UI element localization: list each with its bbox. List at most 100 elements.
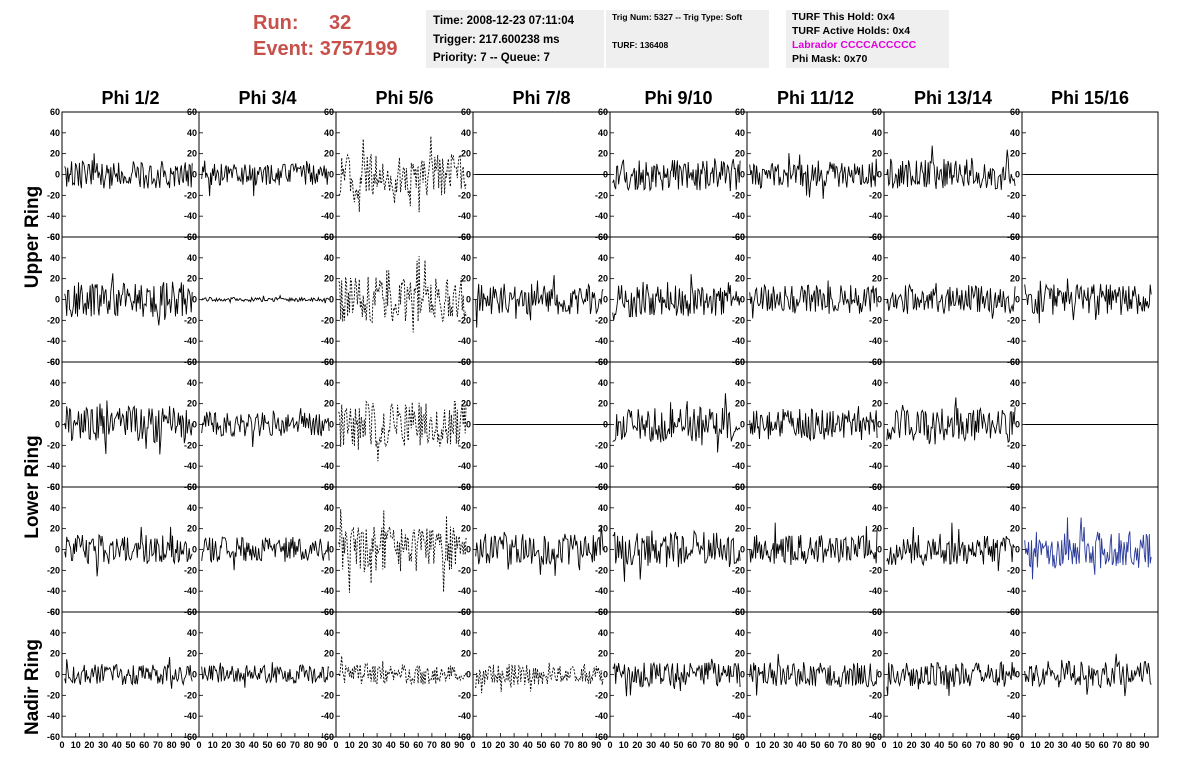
x-tick-label: 70	[290, 740, 300, 750]
y-tick-label: -40	[184, 586, 197, 596]
y-tick-label: -40	[595, 211, 608, 221]
y-tick-label: 60	[187, 232, 197, 242]
y-tick-label: -60	[458, 732, 471, 742]
y-tick-label: 20	[872, 649, 882, 659]
y-tick-label: -20	[732, 690, 745, 700]
y-tick-label: -20	[869, 190, 882, 200]
y-tick-label: -60	[47, 607, 60, 617]
y-tick-label: -40	[184, 461, 197, 471]
y-tick-label: 0	[603, 295, 608, 305]
x-tick-label: 0	[1019, 740, 1024, 750]
x-tick-label: 70	[701, 740, 711, 750]
waveform-trace	[64, 153, 193, 189]
y-tick-label: 20	[324, 524, 334, 534]
y-tick-label: -60	[47, 482, 60, 492]
y-tick-label: 20	[187, 399, 197, 409]
y-tick-label: 40	[461, 378, 471, 388]
waveform-trace	[338, 656, 467, 686]
turf-info-box: TURF This Hold: 0x4 TURF Active Holds: 0…	[786, 10, 949, 68]
x-tick-label: 50	[125, 740, 135, 750]
y-tick-label: 0	[877, 295, 882, 305]
x-tick-label: 60	[1099, 740, 1109, 750]
y-tick-label: 20	[324, 649, 334, 659]
y-tick-label: 60	[187, 607, 197, 617]
y-tick-label: 20	[872, 399, 882, 409]
y-tick-label: 60	[872, 232, 882, 242]
x-tick-label: 50	[948, 740, 958, 750]
y-tick-label: 0	[329, 295, 334, 305]
waveform-trace	[201, 294, 330, 304]
y-tick-label: 20	[187, 649, 197, 659]
waveform-trace	[612, 274, 741, 321]
y-tick-label: -20	[869, 315, 882, 325]
y-tick-label: 60	[1010, 607, 1020, 617]
y-tick-label: 0	[603, 420, 608, 430]
y-tick-label: -20	[47, 440, 60, 450]
x-tick-label: 90	[1003, 740, 1013, 750]
waveform-trace	[886, 283, 1016, 319]
y-tick-label: -60	[47, 732, 60, 742]
y-tick-label: 0	[466, 170, 471, 180]
y-tick-label: 60	[50, 607, 60, 617]
y-tick-label: -20	[321, 315, 334, 325]
x-tick-label: 20	[769, 740, 779, 750]
y-tick-label: -20	[321, 565, 334, 575]
column-header: Phi 7/8	[512, 88, 570, 108]
x-tick-label: 90	[454, 740, 464, 750]
y-tick-label: 20	[324, 274, 334, 284]
y-tick-label: 0	[740, 670, 745, 680]
waveform-trace	[886, 397, 1016, 445]
y-tick-label: -40	[184, 336, 197, 346]
y-tick-label: 20	[461, 149, 471, 159]
x-tick-label: 60	[824, 740, 834, 750]
labrador-line: Labrador CCCCACCCCC	[792, 39, 917, 51]
y-tick-label: 60	[1010, 357, 1020, 367]
y-tick-label: -20	[595, 690, 608, 700]
y-tick-label: 60	[735, 357, 745, 367]
y-tick-label: 20	[598, 149, 608, 159]
y-tick-label: 0	[192, 295, 197, 305]
event-value: 3757199	[319, 38, 398, 60]
y-tick-label: 60	[187, 107, 197, 117]
y-tick-label: 0	[877, 420, 882, 430]
y-tick-label: 20	[461, 649, 471, 659]
y-tick-label: -20	[47, 565, 60, 575]
y-tick-label: 40	[50, 128, 60, 138]
y-tick-label: -40	[321, 711, 334, 721]
x-tick-label: 60	[139, 740, 149, 750]
x-tick-label: 40	[112, 740, 122, 750]
y-tick-label: 40	[735, 628, 745, 638]
waveform-trace	[1024, 278, 1152, 324]
y-tick-label: 0	[1015, 295, 1020, 305]
y-tick-label: 40	[324, 503, 334, 513]
y-tick-label: 0	[466, 670, 471, 680]
y-tick-label: 40	[50, 628, 60, 638]
y-tick-label: 0	[55, 420, 60, 430]
y-tick-label: -40	[732, 711, 745, 721]
y-tick-label: 60	[187, 482, 197, 492]
x-tick-label: 40	[249, 740, 259, 750]
y-tick-label: -40	[47, 211, 60, 221]
x-tick-label: 10	[756, 740, 766, 750]
x-tick-label: 70	[427, 740, 437, 750]
y-tick-label: 0	[192, 670, 197, 680]
y-tick-label: 0	[55, 295, 60, 305]
y-tick-label: -20	[321, 690, 334, 700]
x-tick-label: 60	[413, 740, 423, 750]
panel-frame	[198, 111, 337, 238]
x-tick-label: 80	[578, 740, 588, 750]
y-tick-label: -20	[595, 440, 608, 450]
x-tick-label: 80	[715, 740, 725, 750]
y-tick-label: -60	[595, 732, 608, 742]
panel-frame	[335, 111, 474, 238]
y-tick-label: 0	[55, 170, 60, 180]
waveform-trace	[475, 662, 604, 694]
y-tick-label: 20	[598, 274, 608, 284]
x-tick-label: 80	[852, 740, 862, 750]
x-tick-label: 20	[84, 740, 94, 750]
y-tick-label: 20	[50, 649, 60, 659]
y-tick-label: 40	[187, 128, 197, 138]
y-tick-label: -60	[184, 732, 197, 742]
x-tick-label: 40	[523, 740, 533, 750]
y-tick-label: -20	[1007, 565, 1020, 575]
